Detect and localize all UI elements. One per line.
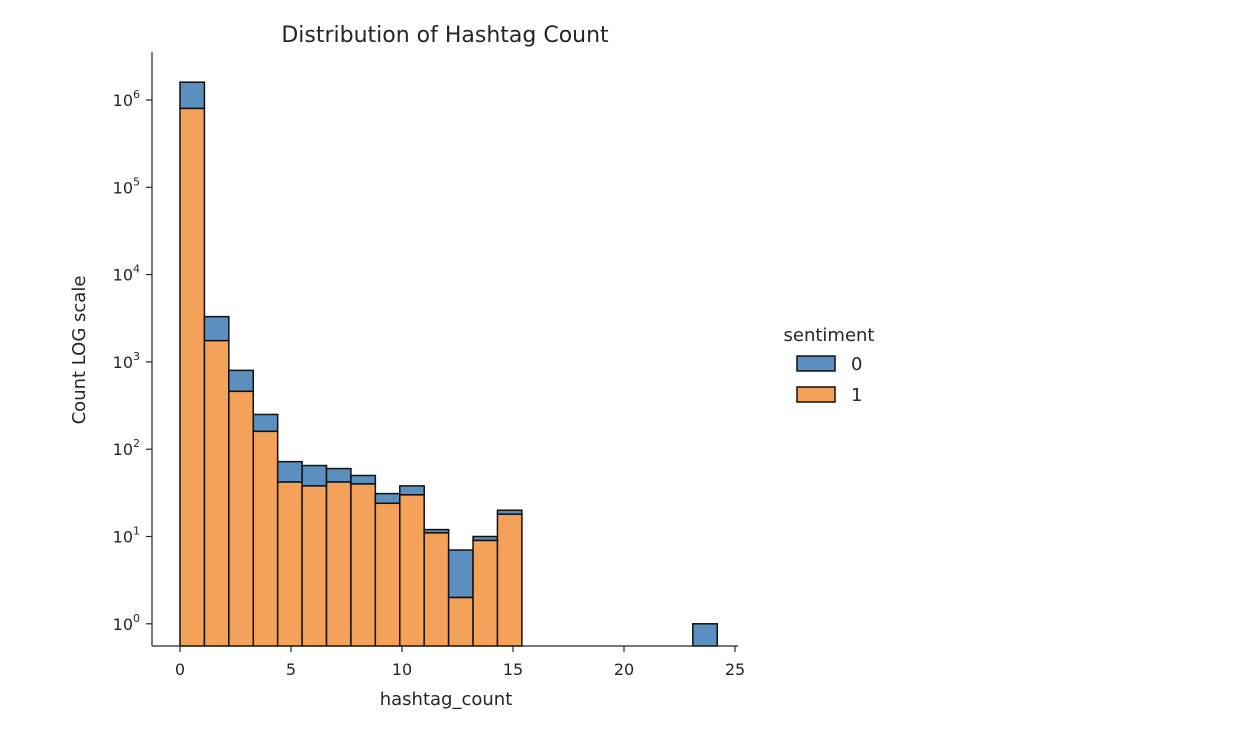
y-tick-label: 106 (113, 88, 140, 110)
bar-sentiment-0-bin-14 (692, 623, 718, 647)
legend-swatch-sentiment-1 (796, 386, 836, 403)
bars-group (179, 81, 718, 647)
x-tick-label: 10 (392, 660, 412, 679)
bar-sentiment-1-bin-12 (472, 539, 499, 647)
bar-sentiment-0-bin-1 (203, 315, 230, 342)
bar-sentiment-1-bin-9 (399, 494, 425, 647)
bar-sentiment-1-bin-6 (325, 481, 352, 647)
chart-title: Distribution of Hashtag Count (281, 23, 609, 48)
x-tick-label: 0 (175, 660, 185, 679)
bar-sentiment-0-bin-7 (350, 474, 377, 485)
bar-sentiment-1-bin-10 (423, 532, 450, 647)
x-tick-label: 25 (725, 660, 745, 679)
x-tick-label: 15 (503, 660, 523, 679)
bar-sentiment-0-bin-2 (228, 369, 255, 393)
bar-sentiment-1-bin-13 (496, 513, 523, 647)
bar-sentiment-0-bin-4 (276, 460, 303, 483)
bar-sentiment-0-bin-11 (447, 549, 474, 599)
legend-swatch-sentiment-0 (796, 355, 836, 372)
bar-sentiment-0-bin-5 (301, 464, 328, 487)
bar-sentiment-1-bin-7 (350, 483, 377, 647)
bar-sentiment-1-bin-1 (203, 339, 230, 647)
bar-sentiment-0-bin-3 (252, 413, 279, 433)
y-axis-label: Count LOG scale (69, 276, 90, 425)
bar-sentiment-1-bin-5 (301, 485, 328, 647)
x-axis-label: hashtag_count (380, 689, 513, 710)
y-ticks: 100 101 102 103 104 105 106 (113, 88, 152, 634)
bar-sentiment-1-bin-3 (252, 430, 279, 647)
bar-sentiment-0-bin-6 (325, 467, 352, 483)
bar-sentiment-1-bin-2 (228, 390, 255, 647)
bar-sentiment-1-bin-11 (447, 596, 474, 647)
legend: sentiment 0 1 (784, 325, 875, 406)
bar-sentiment-0-bin-8 (374, 492, 401, 505)
y-tick-label: 103 (113, 350, 140, 372)
bar-sentiment-1-bin-0 (179, 107, 206, 647)
legend-label-sentiment-1: 1 (851, 385, 862, 406)
bar-sentiment-0-bin-9 (399, 485, 425, 496)
bar-sentiment-1-bin-4 (276, 481, 303, 647)
y-tick-label: 100 (113, 612, 140, 634)
x-tick-label: 5 (286, 660, 296, 679)
legend-title: sentiment (784, 325, 875, 346)
y-tick-label: 102 (113, 437, 140, 459)
bar-sentiment-1-bin-8 (374, 502, 401, 647)
y-tick-label: 101 (113, 525, 140, 547)
x-ticks: 0 5 10 15 20 25 (175, 646, 745, 679)
x-tick-label: 20 (614, 660, 634, 679)
legend-label-sentiment-0: 0 (851, 354, 862, 375)
y-tick-label: 104 (113, 263, 140, 285)
bar-sentiment-0-bin-0 (179, 81, 206, 110)
y-tick-label: 105 (113, 175, 140, 197)
